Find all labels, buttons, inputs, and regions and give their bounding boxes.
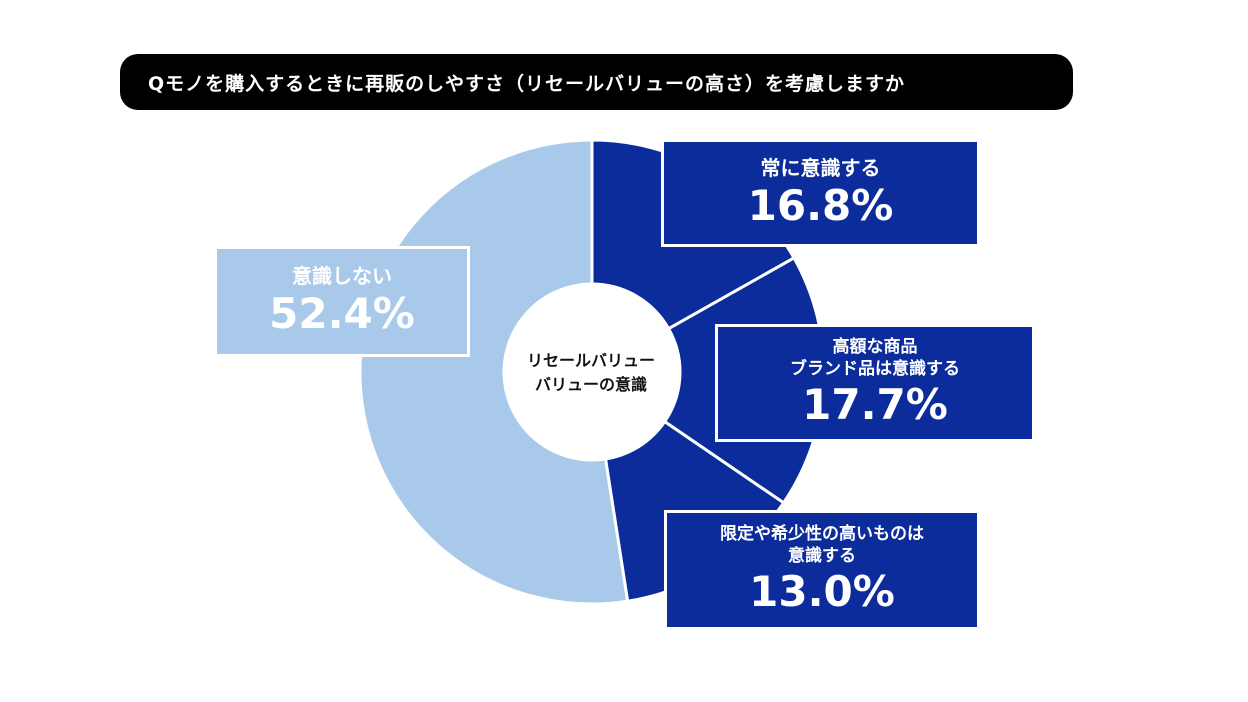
center-label: リセールバリュー バリューの意識 xyxy=(505,330,677,416)
donut-hole xyxy=(504,284,680,460)
data-label-limited-items: 限定や希少性の高いものは 意識する 13.0% xyxy=(664,510,980,630)
data-label-category-line2: 意識する xyxy=(788,546,856,566)
data-label-category: 限定や希少性の高いものは xyxy=(720,524,924,544)
data-label-category-line2: ブランド品は意識する xyxy=(790,359,960,379)
data-label-category: 意識しない xyxy=(292,264,392,288)
data-label-value: 52.4% xyxy=(269,289,415,338)
data-label-always-aware: 常に意識する 16.8% xyxy=(661,139,980,247)
data-label-expensive-items: 高額な商品 ブランド品は意識する 17.7% xyxy=(715,324,1035,442)
center-label-line1: リセールバリュー xyxy=(526,351,655,370)
data-label-value: 13.0% xyxy=(749,567,895,616)
data-label-category: 常に意識する xyxy=(760,155,881,180)
data-label-not-aware: 意識しない 52.4% xyxy=(214,246,470,357)
chart-title: Qモノを購入するときに再販のしやすさ（リセールバリューの高さ）を考慮しますか xyxy=(120,54,1073,110)
data-label-value: 17.7% xyxy=(802,380,948,429)
data-label-value: 16.8% xyxy=(747,180,894,230)
center-label-line2: バリューの意識 xyxy=(534,375,647,394)
data-label-category: 高額な商品 xyxy=(832,337,918,357)
